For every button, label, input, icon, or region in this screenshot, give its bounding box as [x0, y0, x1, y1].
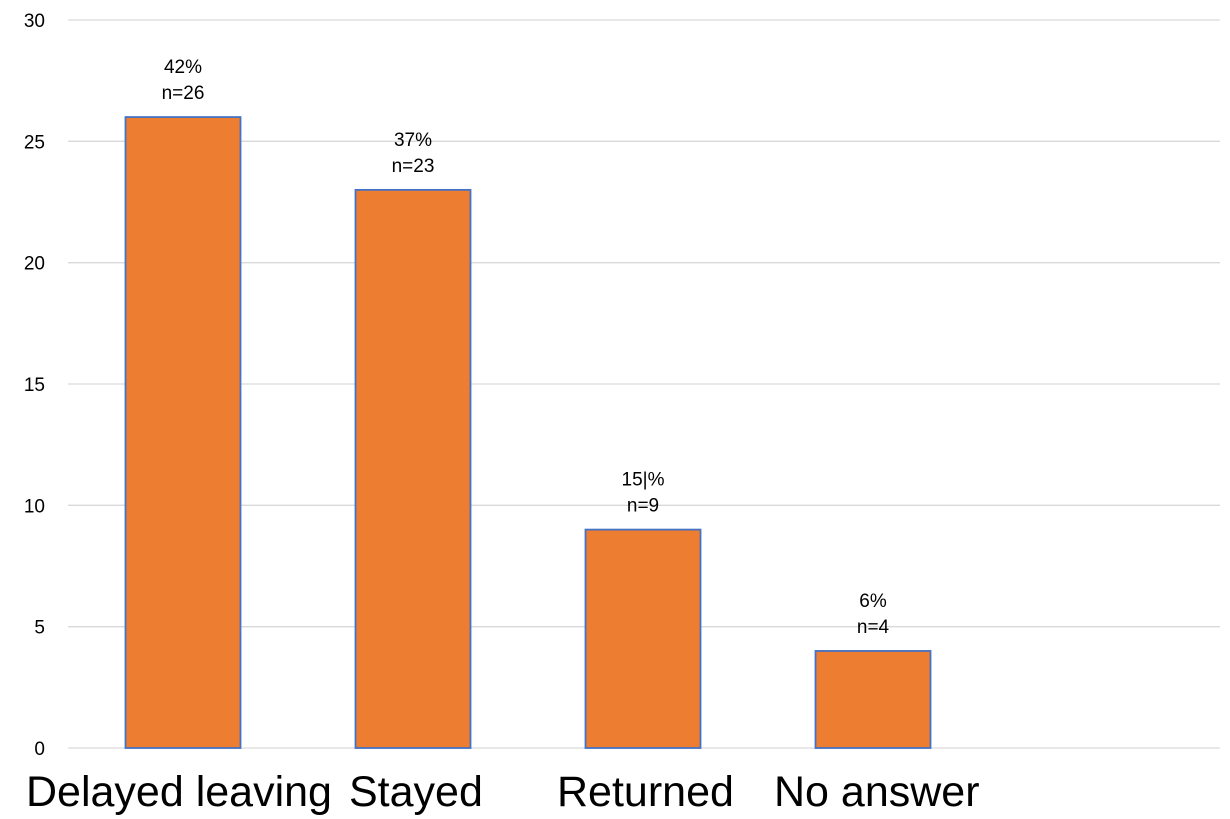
data-label-percent: 42% — [164, 57, 202, 78]
data-label-count: n=26 — [162, 83, 205, 104]
bar — [354, 188, 472, 749]
bar — [124, 116, 242, 749]
y-axis-ticks: 0 5 10 15 20 25 30 — [24, 11, 45, 760]
y-tick-label: 30 — [24, 11, 45, 32]
y-tick-label: 0 — [34, 739, 45, 760]
data-label-count: n=4 — [857, 617, 890, 638]
x-axis-ticks: Delayed leaving Stayed Returned No answer — [26, 768, 980, 816]
x-tick-label: Stayed — [349, 768, 483, 816]
y-tick-label: 25 — [24, 132, 45, 153]
bars — [124, 116, 932, 749]
y-tick-label: 20 — [24, 254, 45, 275]
data-labels: 42% n=26 37% n=23 15|% n=9 6% n=4 — [162, 57, 890, 638]
gridlines — [68, 19, 1220, 749]
data-label-percent: 15|% — [622, 470, 665, 491]
x-tick-label: No answer — [774, 768, 980, 816]
x-tick-label: Returned — [557, 768, 734, 816]
y-tick-label: 10 — [24, 496, 45, 517]
data-label-count: n=23 — [392, 156, 435, 177]
y-tick-label: 5 — [34, 618, 45, 639]
x-tick-label: Delayed leaving — [26, 768, 332, 816]
data-label-percent: 6% — [859, 591, 887, 612]
y-tick-label: 15 — [24, 375, 45, 396]
data-label-count: n=9 — [627, 496, 659, 517]
data-label-percent: 37% — [394, 130, 432, 151]
bar — [584, 528, 702, 749]
bar — [814, 650, 932, 749]
